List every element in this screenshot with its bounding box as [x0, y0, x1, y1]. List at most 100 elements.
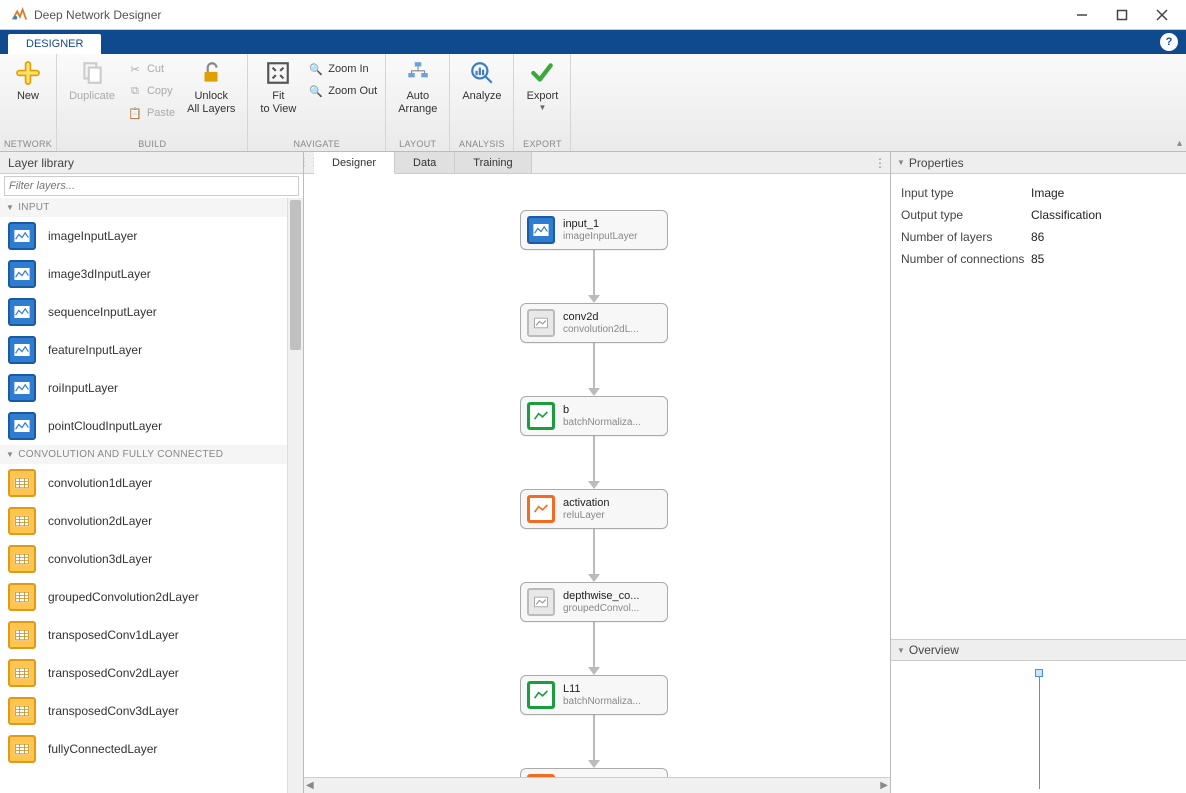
arrow-icon — [588, 388, 600, 396]
node-tile-icon — [527, 495, 555, 523]
tab-data-view[interactable]: Data — [395, 152, 455, 173]
layer-tile-icon — [8, 507, 36, 535]
node-subtitle: groupedConvol... — [563, 603, 639, 615]
fit-view-button[interactable]: Fit to View — [252, 56, 304, 120]
layer-tile-icon — [8, 621, 36, 649]
library-item[interactable]: convolution1dLayer — [0, 464, 303, 502]
analyze-button[interactable]: Analyze — [454, 56, 509, 107]
graph-edge — [593, 715, 595, 760]
node-title: L11 — [563, 683, 641, 696]
arrow-icon — [588, 481, 600, 489]
node-subtitle: imageInputLayer — [563, 231, 638, 243]
layer-tile-icon — [8, 298, 36, 326]
library-item[interactable]: image3dInputLayer — [0, 255, 303, 293]
node-title: activation_1 — [563, 776, 622, 777]
document-tabs: ⋮⋮ Designer Data Training ⋮ — [304, 152, 890, 174]
graph-node[interactable]: activationreluLayer — [520, 489, 668, 529]
duplicate-button[interactable]: Duplicate — [61, 56, 123, 107]
node-subtitle: batchNormaliza... — [563, 696, 641, 708]
network-canvas[interactable]: input_1imageInputLayer conv2dconvolution2… — [304, 174, 890, 777]
paste-button[interactable]: 📋Paste — [123, 102, 179, 124]
help-icon[interactable]: ? — [1160, 33, 1178, 51]
library-item[interactable]: pointCloudInputLayer — [0, 407, 303, 445]
graph-edge — [593, 436, 595, 481]
graph-node[interactable]: bbatchNormaliza... — [520, 396, 668, 436]
layer-tile-icon — [8, 735, 36, 763]
zoom-out-button[interactable]: 🔍Zoom Out — [304, 80, 381, 102]
library-item[interactable]: transposedConv2dLayer — [0, 654, 303, 692]
property-value: 86 — [1031, 230, 1176, 244]
layer-name: featureInputLayer — [48, 343, 142, 357]
minimize-button[interactable] — [1062, 1, 1102, 29]
new-button[interactable]: New — [4, 56, 52, 107]
overview-viewport-indicator[interactable] — [1035, 669, 1043, 677]
auto-arrange-button[interactable]: Auto Arrange — [390, 56, 445, 120]
library-item[interactable]: roiInputLayer — [0, 369, 303, 407]
filter-layers-input[interactable] — [4, 176, 299, 196]
node-tile-icon — [527, 216, 555, 244]
new-icon — [15, 60, 41, 86]
export-button[interactable]: Export ▼ — [518, 56, 566, 116]
graph-edge — [593, 529, 595, 574]
library-item[interactable]: featureInputLayer — [0, 331, 303, 369]
library-section-header[interactable]: INPUT — [0, 198, 303, 217]
library-item[interactable]: convolution2dLayer — [0, 502, 303, 540]
graph-node[interactable]: depthwise_co...groupedConvol... — [520, 582, 668, 622]
layer-name: imageInputLayer — [48, 229, 137, 243]
tab-more-icon[interactable]: ⋮ — [870, 152, 890, 173]
property-key: Output type — [901, 208, 1031, 222]
graph-node[interactable]: L11batchNormaliza... — [520, 675, 668, 715]
zoom-in-button[interactable]: 🔍Zoom In — [304, 58, 381, 80]
overview-body[interactable] — [891, 661, 1186, 793]
group-label-navigate: NAVIGATE — [252, 138, 381, 151]
tab-designer-view[interactable]: Designer — [314, 152, 395, 174]
graph-node[interactable]: conv2dconvolution2dL... — [520, 303, 668, 343]
graph-node[interactable]: activation_1reluLayer — [520, 768, 668, 777]
duplicate-icon — [79, 60, 105, 86]
matlab-logo-icon — [10, 6, 28, 24]
maximize-button[interactable] — [1102, 1, 1142, 29]
zoom-in-icon: 🔍 — [308, 61, 324, 77]
property-key: Input type — [901, 186, 1031, 200]
arrow-icon — [588, 295, 600, 303]
layer-tile-icon — [8, 697, 36, 725]
group-label-network: NETWORK — [4, 138, 52, 151]
property-key: Number of connections — [901, 252, 1031, 266]
library-item[interactable]: transposedConv1dLayer — [0, 616, 303, 654]
horizontal-scrollbar[interactable]: ◀▶ — [304, 777, 890, 793]
cut-button[interactable]: ✂Cut — [123, 58, 179, 80]
node-title: conv2d — [563, 311, 639, 324]
close-button[interactable] — [1142, 1, 1182, 29]
overview-header[interactable]: Overview — [891, 639, 1186, 661]
property-value: Image — [1031, 186, 1176, 200]
unlock-button[interactable]: Unlock All Layers — [179, 56, 243, 120]
library-item[interactable]: imageInputLayer — [0, 217, 303, 255]
library-scrollbar[interactable] — [287, 198, 303, 793]
tab-designer[interactable]: DESIGNER — [8, 34, 101, 54]
node-tile-icon — [527, 774, 555, 777]
layer-tile-icon — [8, 260, 36, 288]
copy-button[interactable]: ⧉Copy — [123, 80, 179, 102]
layer-tile-icon — [8, 583, 36, 611]
group-label-export: EXPORT — [518, 138, 566, 151]
library-item[interactable]: sequenceInputLayer — [0, 293, 303, 331]
library-item[interactable]: transposedConv3dLayer — [0, 692, 303, 730]
tab-grip-icon[interactable]: ⋮⋮ — [304, 152, 314, 173]
library-item[interactable]: fullyConnectedLayer — [0, 730, 303, 768]
tab-training-view[interactable]: Training — [455, 152, 531, 173]
copy-icon: ⧉ — [127, 83, 143, 99]
export-icon — [529, 60, 555, 86]
layer-library-panel: Layer library INPUTimageInputLayerimage3… — [0, 152, 304, 793]
library-section-header[interactable]: CONVOLUTION AND FULLY CONNECTED — [0, 445, 303, 464]
property-row: Input typeImage — [901, 182, 1176, 204]
properties-header[interactable]: Properties — [891, 152, 1186, 174]
layer-name: convolution2dLayer — [48, 514, 152, 528]
library-item[interactable]: convolution3dLayer — [0, 540, 303, 578]
arrow-icon — [588, 760, 600, 768]
collapse-ribbon-button[interactable]: ▴ — [1177, 138, 1182, 149]
graph-node[interactable]: input_1imageInputLayer — [520, 210, 668, 250]
scrollbar-thumb[interactable] — [290, 200, 301, 350]
library-item[interactable]: groupedConvolution2dLayer — [0, 578, 303, 616]
graph-edge — [593, 250, 595, 295]
node-title: input_1 — [563, 218, 638, 231]
